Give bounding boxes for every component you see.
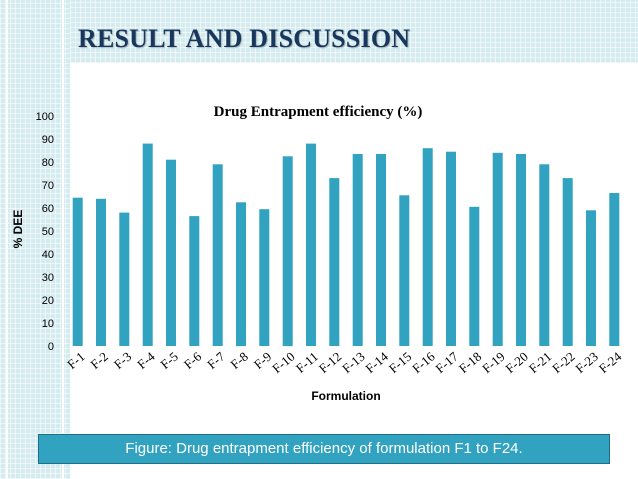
x-axis-label: Formulation xyxy=(311,389,380,403)
bar-f-6 xyxy=(189,216,200,346)
bar-f-23 xyxy=(586,210,596,346)
y-tick-label: 50 xyxy=(42,226,54,238)
y-tick-labels: 0 10 20 30 40 50 60 70 80 90 100 xyxy=(36,111,54,353)
x-tick-label: F-23 xyxy=(572,349,600,376)
chart-title: Drug Entrapment efficiency (%) xyxy=(214,104,423,120)
bar-f-8 xyxy=(236,202,246,347)
x-tick-label: F-18 xyxy=(456,349,484,376)
bar-f-10 xyxy=(282,156,293,347)
x-tick-label: F-9 xyxy=(251,349,274,372)
y-tick-label: 30 xyxy=(42,272,54,284)
x-tick-label: F-8 xyxy=(227,349,250,372)
bar-f-7 xyxy=(212,164,223,346)
y-tick-label: 20 xyxy=(42,295,54,307)
bar-f-17 xyxy=(446,151,456,346)
figure-caption: Figure: Drug entrapment efficiency of fo… xyxy=(38,434,610,464)
x-tick-label: F-10 xyxy=(269,349,297,376)
side-band-edge-right xyxy=(62,0,64,479)
bar-f-16 xyxy=(422,148,433,346)
bar-f-19 xyxy=(492,152,503,346)
x-tick-label: F-13 xyxy=(339,349,367,376)
bar-series xyxy=(72,143,620,347)
entrapment-efficiency-chart: Drug Entrapment efficiency (%) % DEE For… xyxy=(11,104,625,403)
x-tick-label: F-6 xyxy=(181,348,205,371)
bar-f-21 xyxy=(539,164,550,346)
x-tick-label: F-3 xyxy=(111,349,134,372)
x-tick-label: F-5 xyxy=(157,349,180,372)
y-tick-label: 80 xyxy=(42,157,54,169)
side-band-edge-left xyxy=(6,0,8,479)
bar-f-4 xyxy=(142,143,153,346)
bar-f-5 xyxy=(166,159,176,346)
x-tick-label: F-24 xyxy=(596,348,625,376)
bar-f-22 xyxy=(562,178,573,346)
x-tick-label: F-22 xyxy=(549,349,577,376)
y-tick-label: 100 xyxy=(36,111,54,123)
x-tick-label: F-15 xyxy=(386,349,414,376)
x-tick-label: F-14 xyxy=(362,348,391,376)
bar-f-20 xyxy=(516,154,526,346)
bar-f-2 xyxy=(96,198,106,346)
x-tick-labels: F-1 F-2 F-3 F-4 F-5 F-6 F-7 F-8 F-9F-10F-11F-12F… xyxy=(64,348,624,376)
x-tick-label: F-11 xyxy=(293,349,321,376)
bar-f-3 xyxy=(119,212,130,346)
bar-f-15 xyxy=(399,195,410,346)
y-tick-label: 10 xyxy=(42,318,54,330)
x-tick-label: F-2 xyxy=(87,349,110,372)
x-tick-label: F-7 xyxy=(204,348,228,371)
bar-f-14 xyxy=(376,154,386,346)
y-axis-label: % DEE xyxy=(11,210,25,249)
y-tick-label: 90 xyxy=(42,134,54,146)
y-tick-label: 0 xyxy=(48,341,54,353)
bar-f-13 xyxy=(352,154,363,346)
bar-f-11 xyxy=(306,143,316,346)
bar-f-12 xyxy=(329,178,340,346)
bar-f-9 xyxy=(259,209,270,346)
y-tick-label: 70 xyxy=(42,180,54,192)
x-tick-label: F-19 xyxy=(479,349,507,376)
bar-f-18 xyxy=(469,206,480,346)
slide-title: RESULT AND DISCUSSION xyxy=(78,24,411,53)
x-tick-label: F-1 xyxy=(64,349,87,372)
x-tick-label: F-17 xyxy=(432,348,461,376)
x-tick-label: F-4 xyxy=(134,348,158,371)
y-tick-label: 60 xyxy=(42,203,54,215)
title-bar xyxy=(70,0,638,63)
x-tick-label: F-16 xyxy=(409,348,438,376)
x-tick-label: F-21 xyxy=(526,349,554,376)
bar-f-24 xyxy=(609,193,620,346)
x-tick-label: F-12 xyxy=(316,349,344,376)
x-tick-label: F-20 xyxy=(502,349,530,376)
y-tick-label: 40 xyxy=(42,249,54,261)
bar-f-1 xyxy=(72,197,83,346)
decorative-side-band xyxy=(0,0,70,479)
